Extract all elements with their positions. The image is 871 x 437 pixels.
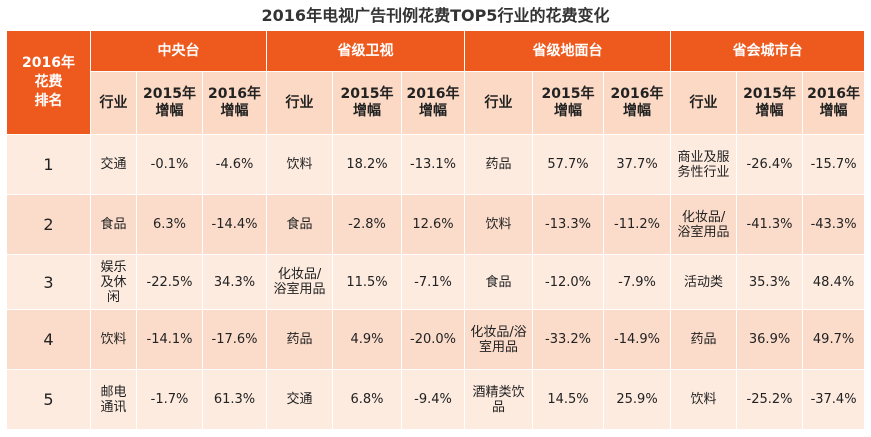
growth-2015-cell: 6.3% [136,194,203,255]
growth-2016-header: 2016年 增幅 [603,71,672,135]
growth-2016-cell: 37.7% [603,134,672,195]
industry-cell: 饮料 [90,309,137,370]
growth-2016-cell: -17.6% [201,309,268,370]
rank-cell: 2 [6,194,91,255]
ad-spend-table: 2016年 花费 排名 中央台 省级卫视 省级地面台 省会城市台 行业 2015年… [6,30,866,430]
growth-2015-header: 2015年 增幅 [332,71,403,135]
group-header-capital-city: 省会城市台 [670,30,866,72]
industry-cell: 食品 [464,254,534,310]
growth-2015-cell: 18.2% [332,134,403,195]
growth-2016-cell: 25.9% [603,369,672,430]
rank-cell: 3 [6,254,91,310]
growth-2016-cell: -20.0% [401,309,466,370]
industry-cell: 邮电 通讯 [90,369,137,430]
growth-2015-cell: -12.0% [532,254,605,310]
growth-2015-cell: -26.4% [736,134,804,195]
industry-cell: 交通 [266,369,334,430]
growth-2015-cell: -33.2% [532,309,605,370]
growth-2016-cell: -4.6% [201,134,268,195]
growth-2015-header: 2015年 增幅 [736,71,804,135]
industry-cell: 交通 [90,134,137,195]
industry-cell: 饮料 [464,194,534,255]
table-row: 3 娱乐 及休 闲 -22.5% 34.3% 化妆品/ 浴室用品 11.5% -7.1% 食品… [6,254,866,310]
growth-2016-header: 2016年 增幅 [401,71,466,135]
group-header-cctv: 中央台 [89,30,268,72]
industry-cell: 药品 [266,309,334,370]
growth-2015-cell: 36.9% [736,309,804,370]
industry-cell: 饮料 [670,369,738,430]
table-row: 1 交通 -0.1% -4.6% 饮料 18.2% -13.1% 药品 57.7% 37.7% 商业… [6,134,866,195]
industry-cell: 酒精类饮 品 [464,369,534,430]
growth-2016-cell: -43.3% [802,194,866,255]
growth-2015-cell: -1.7% [136,369,203,430]
growth-2015-cell: -41.3% [736,194,804,255]
industry-header: 行业 [90,71,137,135]
rank-cell: 4 [6,309,91,370]
sub-header-row: 行业 2015年 增幅 2016年 增幅 行业 2015年 增幅 2016年 增幅 行业 20… [7,71,866,135]
rank-header: 2016年 花费 排名 [6,30,91,135]
growth-2016-cell: -15.7% [802,134,866,195]
growth-2015-cell: 6.8% [332,369,403,430]
growth-2016-cell: 34.3% [201,254,268,310]
growth-2015-header: 2015年 增幅 [532,71,605,135]
industry-cell: 化妆品/ 浴室用品 [670,194,738,255]
growth-2015-cell: -25.2% [736,369,804,430]
growth-2015-cell: -22.5% [136,254,203,310]
industry-cell: 商业及服 务性行业 [670,134,738,195]
growth-2016-cell: -11.2% [603,194,672,255]
industry-cell: 化妆品/ 浴室用品 [266,254,334,310]
growth-2016-cell: -13.1% [401,134,466,195]
page-title: 2016年电视广告刊例花费TOP5行业的花费变化 [261,6,610,25]
growth-2016-header: 2016年 增幅 [802,71,866,135]
industry-cell: 化妆品/浴 室用品 [464,309,534,370]
table-row: 5 邮电 通讯 -1.7% 61.3% 交通 6.8% -9.4% 酒精类饮 品 14.5% 25… [6,369,866,430]
growth-2015-cell: -2.8% [332,194,403,255]
growth-2015-cell: 14.5% [532,369,605,430]
growth-2016-cell: 61.3% [201,369,268,430]
growth-2016-cell: -14.4% [201,194,268,255]
growth-2015-cell: -14.1% [136,309,203,370]
growth-2016-cell: -14.9% [603,309,672,370]
rank-cell: 5 [6,369,91,430]
industry-header: 行业 [266,71,334,135]
industry-cell: 饮料 [266,134,334,195]
growth-2015-cell: 4.9% [332,309,403,370]
industry-cell: 娱乐 及休 闲 [90,254,137,310]
industry-cell: 活动类 [670,254,738,310]
growth-2015-cell: 35.3% [736,254,804,310]
group-header-provincial-satellite: 省级卫视 [266,30,466,72]
group-header-provincial-terrestrial: 省级地面台 [464,30,672,72]
industry-cell: 食品 [90,194,137,255]
table-row: 4 饮料 -14.1% -17.6% 药品 4.9% -20.0% 化妆品/浴 室用品 -33.… [6,309,866,370]
growth-2016-cell: -7.9% [603,254,672,310]
growth-2016-cell: -9.4% [401,369,466,430]
growth-2016-cell: 48.4% [802,254,866,310]
growth-2016-cell: 49.7% [802,309,866,370]
growth-2016-cell: 12.6% [401,194,466,255]
growth-2015-cell: 11.5% [332,254,403,310]
industry-cell: 食品 [266,194,334,255]
table-row: 2 食品 6.3% -14.4% 食品 -2.8% 12.6% 饮料 -13.3% -11.2% 化… [6,194,866,255]
rank-cell: 1 [6,134,91,195]
growth-2016-cell: -37.4% [802,369,866,430]
industry-cell: 药品 [464,134,534,195]
group-header-row: 2016年 花费 排名 中央台 省级卫视 省级地面台 省会城市台 [6,30,866,135]
growth-2015-cell: -0.1% [136,134,203,195]
growth-2015-cell: 57.7% [532,134,605,195]
growth-2016-cell: -7.1% [401,254,466,310]
industry-header: 行业 [670,71,738,135]
growth-2015-header: 2015年 增幅 [136,71,203,135]
growth-2015-cell: -13.3% [532,194,605,255]
growth-2016-header: 2016年 增幅 [201,71,268,135]
industry-header: 行业 [464,71,534,135]
industry-cell: 药品 [670,309,738,370]
